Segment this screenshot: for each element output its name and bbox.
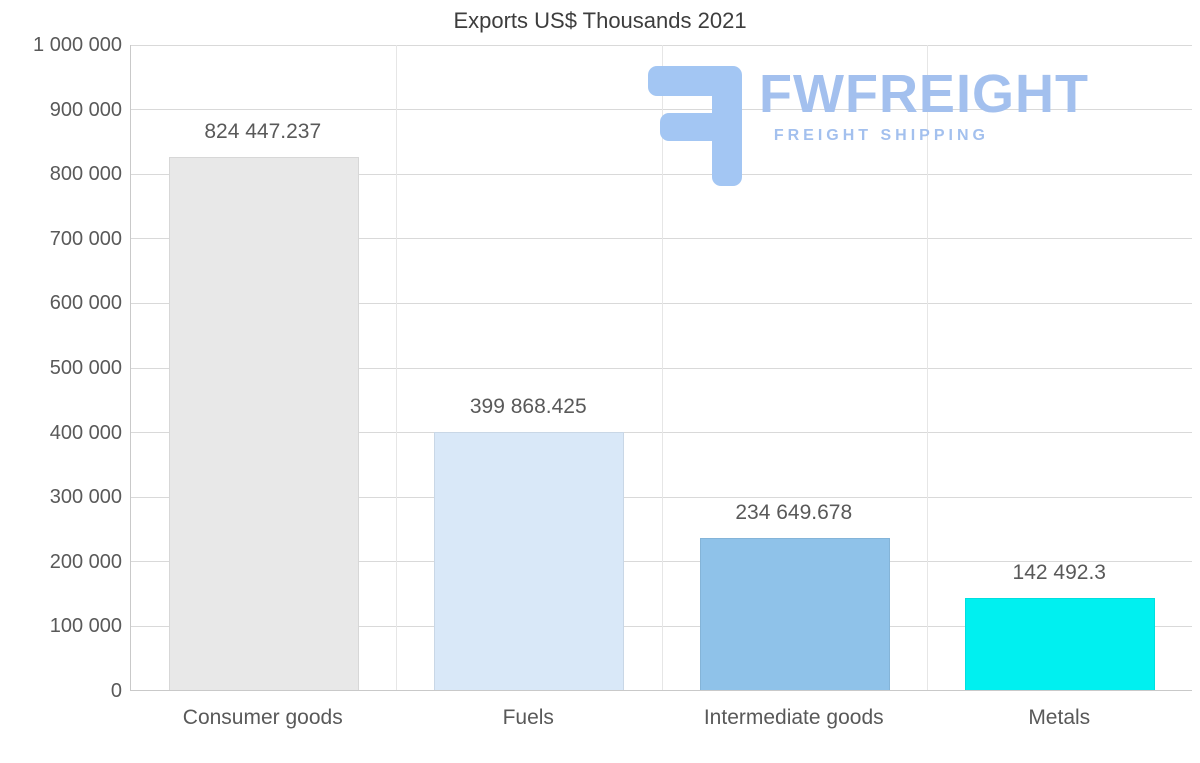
bar-value-label-metals: 142 492.3 (1012, 560, 1106, 584)
x-axis-category-label-fuels: Fuels (502, 706, 554, 729)
plot-area (130, 44, 1192, 691)
bar-value-label-consumer-goods: 824 447.237 (204, 120, 322, 144)
v-gridline (396, 45, 397, 690)
y-axis-tick-label: 300 000 (49, 486, 122, 509)
y-axis-tick-label: 500 000 (49, 357, 122, 379)
bar-fuels (434, 431, 625, 690)
y-axis-tick-label: 1 000 000 (33, 34, 122, 56)
x-axis-category-label-metals: Metals (1028, 706, 1091, 729)
brand-tagline: FREIGHT SHIPPING (773, 126, 989, 144)
x-axis-category-label-intermediate-goods: Intermediate goods (703, 706, 884, 729)
y-axis-tick-label: 100 000 (49, 615, 122, 638)
y-axis-tick-label: 200 000 (49, 550, 122, 573)
fwfreight-logo-icon (648, 66, 743, 191)
bar-value-label-intermediate-goods: 234 649.678 (735, 501, 853, 525)
logo-text-block: FWFREIGHT FREIGHT SHIPPING (759, 66, 1089, 145)
watermark-logo: FWFREIGHT FREIGHT SHIPPING (648, 66, 1089, 191)
bar-intermediate-goods (699, 538, 890, 690)
bar-metals (965, 597, 1156, 690)
chart-title: Exports US$ Thousands 2021 (453, 8, 747, 33)
v-gridline (927, 45, 928, 690)
brand-name: FWFREIGHT (759, 64, 1089, 124)
y-axis-tick-label: 600 000 (49, 292, 122, 315)
y-axis-tick-label: 700 000 (49, 227, 122, 250)
x-axis-category-label-consumer-goods: Consumer goods (182, 706, 343, 729)
y-axis-tick-label: 800 000 (49, 163, 122, 186)
y-axis-tick-label: 0 (110, 680, 122, 702)
bar-value-label-fuels: 399 868.425 (469, 394, 587, 418)
bar-consumer-goods (168, 157, 359, 690)
y-axis-tick-label: 400 000 (49, 421, 122, 444)
v-gridline (661, 45, 663, 690)
y-axis-tick-label: 900 000 (49, 98, 122, 121)
